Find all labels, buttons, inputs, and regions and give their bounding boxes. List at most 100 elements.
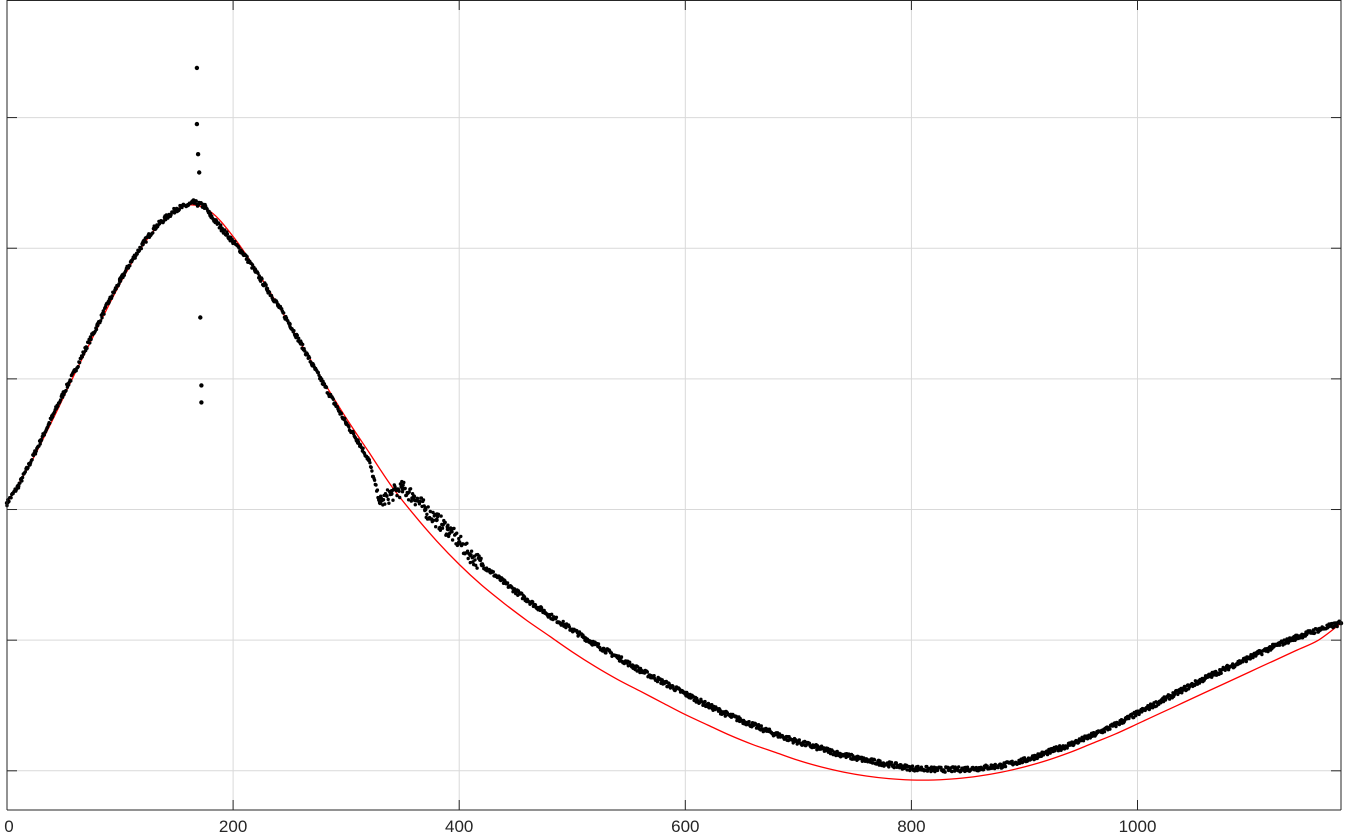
data-point [450,538,455,542]
data-point [473,558,477,562]
data-point [117,278,123,284]
data-point [1102,730,1107,734]
data-point [619,655,624,659]
data-point [64,388,68,393]
data-point [705,703,711,708]
data-point [230,239,236,244]
outlier-point [198,315,203,320]
data-point [445,526,451,532]
data-point [466,556,470,561]
data-point [723,714,727,718]
data-point [397,489,401,493]
data-point [389,491,394,496]
data-point [56,404,60,408]
x-tick-label: 400 [445,817,473,836]
data-point [50,414,55,419]
data-point [151,226,157,231]
data-point [1260,652,1264,657]
data-point [872,758,877,762]
outlier-point [194,65,200,71]
data-point [602,646,606,651]
data-point [237,246,241,250]
outlier-point [195,152,201,157]
data-point [88,341,92,345]
data-point [310,362,315,367]
data-point [260,277,264,281]
plot-area [7,0,1341,810]
data-point [95,323,100,328]
data-point [381,498,386,502]
data-point [446,523,450,527]
data-point [423,507,428,512]
data-point [208,213,213,218]
data-point [943,770,947,774]
data-point [479,562,484,567]
data-point [250,263,255,267]
data-point [112,290,116,295]
data-point [355,438,360,443]
data-point [652,674,656,678]
data-point [94,327,99,332]
data-point [604,651,608,655]
data-point [33,452,38,456]
data-point [439,514,443,518]
data-point [26,466,30,470]
data-point [475,566,479,570]
data-point [554,615,559,619]
data-point [522,595,527,599]
data-point [505,581,510,585]
data-point [1231,662,1235,666]
data-point [216,221,221,225]
data-point [144,240,148,244]
data-point [999,763,1004,768]
data-point [950,769,954,774]
data-point [76,364,80,369]
data-point [297,336,301,340]
data-point [295,333,299,338]
outlier-point [197,170,202,175]
data-point [457,540,462,545]
data-point [409,499,413,503]
data-point [1067,742,1072,747]
data-point [106,299,111,304]
data-point [452,526,456,531]
fit-curve-layer [6,204,1342,781]
data-point [828,751,833,756]
data-point [985,764,989,768]
data-point [450,530,454,534]
data-point [398,495,402,500]
data-point [533,603,538,607]
data-point [886,762,891,767]
data-point [347,425,351,429]
data-point [818,746,824,751]
data-point [977,766,982,771]
data-point [547,613,552,618]
data-point [1157,699,1163,704]
data-point [1210,675,1214,679]
data-point [750,722,756,728]
data-point [402,480,406,485]
data-point [20,475,25,480]
data-point [1044,750,1050,755]
x-tick-label: 600 [671,817,699,836]
data-point [185,202,191,208]
data-point [400,486,405,491]
data-point [1335,624,1339,629]
data-point [219,226,224,231]
data-point [101,309,106,313]
data-point [98,319,103,323]
data-point [703,699,707,704]
data-point [443,520,447,525]
data-point [321,381,326,387]
data-point [339,411,344,416]
tick-marks [6,0,1341,810]
data-point [407,490,411,494]
data-point [1135,711,1140,716]
data-point [77,360,82,365]
x-tick-label: 800 [897,817,925,836]
data-point [954,767,959,772]
data-point [135,252,139,256]
data-point [307,356,312,360]
data-point [282,311,286,315]
data-point [909,766,914,771]
